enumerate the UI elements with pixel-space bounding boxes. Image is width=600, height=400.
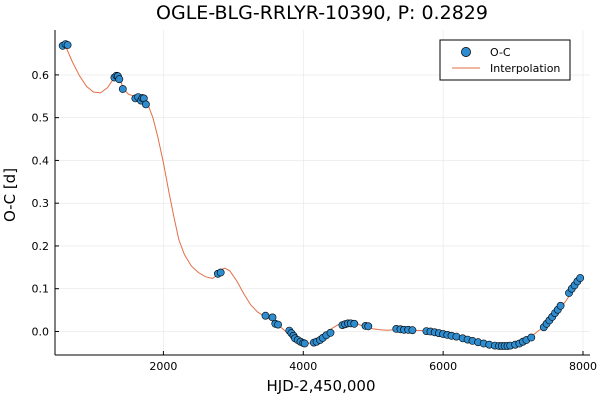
y-tick-label: 0.1 <box>32 283 50 296</box>
x-tick-label: 6000 <box>429 360 457 373</box>
legend-label-oc: O-C <box>490 46 511 59</box>
oc-data-point <box>300 339 309 348</box>
oc-data-point <box>63 41 72 49</box>
legend: O-C Interpolation <box>439 39 571 81</box>
y-tick-label: 0.3 <box>32 197 50 210</box>
plot-area <box>58 40 585 350</box>
oc-data-point <box>364 322 373 331</box>
y-tick-label: 0.6 <box>32 69 50 82</box>
interpolation-line <box>62 45 581 347</box>
x-tick-label: 8000 <box>569 360 597 373</box>
legend-label-interpolation: Interpolation <box>490 62 560 75</box>
x-axis-title: HJD-2,450,000 <box>266 377 375 395</box>
y-axis-title: O-C [d] <box>1 168 19 222</box>
legend-box <box>439 39 571 81</box>
oc-data-point <box>261 311 270 320</box>
x-tick-label: 4000 <box>289 360 317 373</box>
oc-data-point <box>556 301 565 310</box>
legend-marker-oc <box>461 47 471 57</box>
y-tick-label: 0.2 <box>32 240 50 253</box>
grid-lines <box>55 30 590 355</box>
tick-labels: 2000 4000 6000 8000 0.0 0.1 0.2 0.3 0.4 0.5 0.6 <box>32 69 598 373</box>
oc-data-point <box>527 333 536 342</box>
oc-data-point <box>216 268 225 277</box>
chart-title: OGLE-BLG-RRLYR-10390, P: 0.2829 <box>156 2 488 24</box>
oc-data-point <box>274 320 282 329</box>
axes <box>54 30 590 356</box>
oc-data-point <box>268 313 277 322</box>
oc-data-point <box>115 75 124 84</box>
y-tick-label: 0.4 <box>32 154 50 167</box>
oc-data-point <box>408 326 417 335</box>
x-tick-label: 2000 <box>149 360 177 373</box>
y-tick-label: 0.5 <box>32 112 50 125</box>
oc-data-point <box>118 85 127 93</box>
oc-data-point <box>141 100 150 109</box>
y-tick-label: 0.0 <box>32 325 50 338</box>
oc-data-point <box>350 319 359 328</box>
oc-data-point <box>576 274 585 282</box>
oc-data-point <box>326 328 335 337</box>
